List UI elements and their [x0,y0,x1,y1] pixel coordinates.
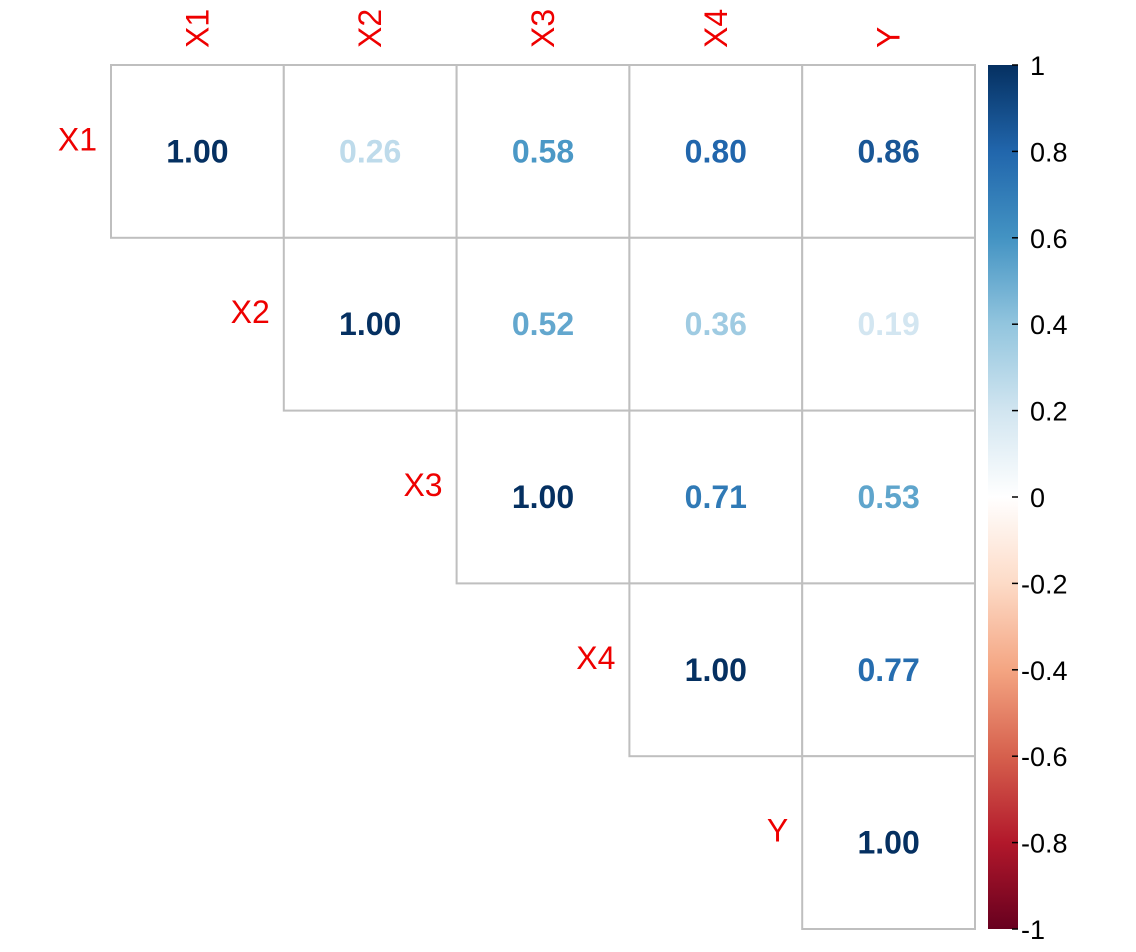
colorbar-tick-label: 1 [1030,51,1045,81]
row-label-Y: Y [767,813,788,849]
matrix-cell-X4-X4 [628,582,804,758]
matrix-cell-Y-Y [801,755,977,931]
matrix-cell-X1-Y [801,64,977,239]
colorbar-tick-label: -0.4 [1021,656,1068,686]
colorbar-tick-label: 0.8 [1030,137,1068,167]
matrix-cell-X1-X1 [110,64,285,239]
matrix-cell-X2-X4 [628,236,804,412]
cell-value-X2-Y: 0.19 [857,306,919,342]
cell-value-X1-X3: 0.58 [512,133,574,169]
row-label-X1: X1 [58,121,97,157]
colorbar-tick-label: 0.4 [1030,310,1068,340]
matrix-cell-X3-X3 [455,409,631,585]
colorbar-tick-label: 0 [1030,483,1045,513]
row-label-X2: X2 [231,294,270,330]
colorbar-tick-label: -0.8 [1021,829,1068,859]
matrix-values: 1.00 0.26 0.58 0.80 0.86 1.00 0.52 0.36 0.19 1.00… [166,133,919,860]
cell-value-X3-Y: 0.53 [857,479,919,515]
matrix-cell-X4-Y [801,582,977,758]
cell-value-X4-X4: 1.00 [685,652,747,688]
row-label-X3: X3 [403,467,442,503]
cell-value-X3-X4: 0.71 [685,479,747,515]
matrix-grid [110,64,977,931]
matrix-cell-X1-X3 [455,64,631,239]
cell-value-X1-X2: 0.26 [339,133,401,169]
column-label-Y: Y [871,27,907,48]
cell-value-X1-X1: 1.00 [166,133,228,169]
column-label-X1: X1 [179,9,215,48]
row-label-X4: X4 [576,640,615,676]
cell-value-X2-X3: 0.52 [512,306,574,342]
cell-value-Y-Y: 1.00 [857,825,919,861]
cell-value-X4-Y: 0.77 [857,652,919,688]
cell-value-X1-Y: 0.86 [857,133,919,169]
color-legend: 1 0.8 0.6 0.4 0.2 0 -0.2 -0.4 -0.6 -0.8 -1 [988,51,1068,945]
colorbar-tick-label: -0.6 [1021,742,1068,772]
colorbar-tick-label: -0.2 [1021,569,1068,599]
matrix-cell-X1-X4 [628,64,804,239]
cell-value-X3-X3: 1.00 [512,479,574,515]
colorbar-tick-label: 0.2 [1030,397,1068,427]
matrix-cell-X3-Y [801,409,977,585]
colorbar-tick-label: 0.6 [1030,224,1068,254]
variable-labels: X1 X2 X3 X4 Y X1 X2 X3 X4 Y [58,9,907,849]
colorbar-tick-label: -1 [1021,915,1045,945]
column-label-X4: X4 [698,9,734,48]
column-label-X3: X3 [525,9,561,48]
cell-value-X2-X2: 1.00 [339,306,401,342]
matrix-cell-X1-X2 [282,64,458,239]
column-label-X2: X2 [352,9,388,48]
cell-value-X2-X4: 0.36 [685,306,747,342]
cell-value-X1-X4: 0.80 [685,133,747,169]
matrix-cell-X2-X2 [282,236,458,412]
